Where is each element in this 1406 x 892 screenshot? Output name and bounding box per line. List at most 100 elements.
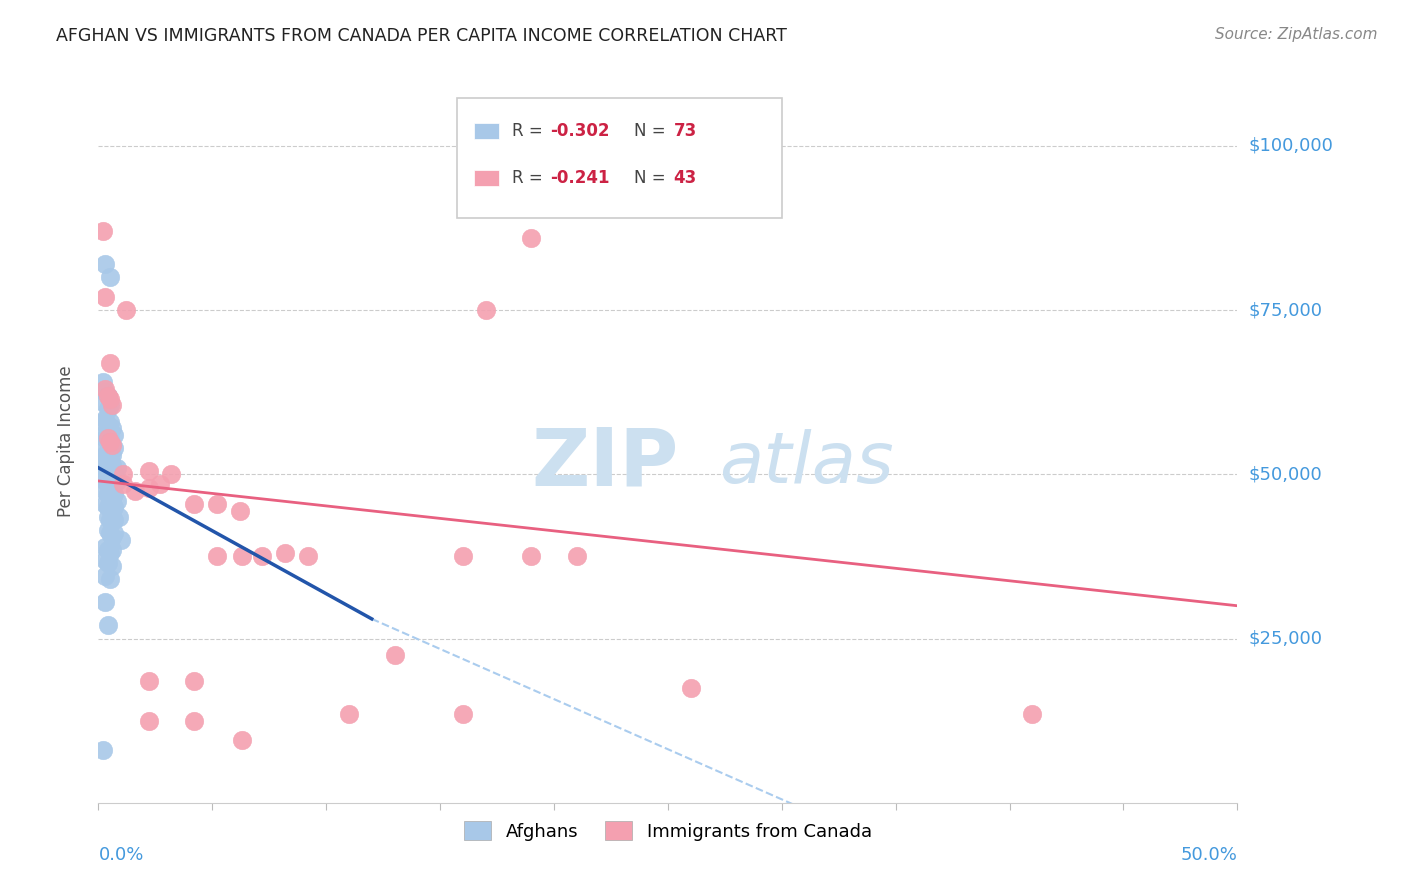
Point: [103, 487, 125, 501]
Point: [94, 382, 117, 396]
Point: [96, 418, 118, 433]
Point: [98, 434, 121, 449]
Point: [96, 401, 118, 416]
Text: 0.0%: 0.0%: [98, 847, 143, 864]
Point: [231, 549, 253, 564]
Point: [94, 569, 117, 583]
Point: [183, 714, 205, 728]
Point: [96, 388, 118, 402]
Point: [337, 707, 360, 722]
Point: [96, 542, 118, 557]
Text: 43: 43: [673, 169, 697, 186]
Point: [103, 526, 125, 541]
Point: [94, 257, 117, 271]
Point: [297, 549, 319, 564]
Point: [105, 460, 128, 475]
Point: [94, 483, 117, 498]
Point: [94, 411, 117, 425]
Point: [110, 533, 132, 547]
Text: 50.0%: 50.0%: [1181, 847, 1237, 864]
Text: AFGHAN VS IMMIGRANTS FROM CANADA PER CAPITA INCOME CORRELATION CHART: AFGHAN VS IMMIGRANTS FROM CANADA PER CAP…: [56, 27, 787, 45]
Point: [96, 434, 118, 449]
Point: [96, 618, 118, 632]
Point: [138, 464, 160, 478]
Point: [1021, 707, 1043, 722]
Point: [91, 444, 114, 458]
Point: [112, 467, 135, 482]
Point: [138, 481, 160, 495]
Point: [112, 477, 135, 491]
Point: [101, 458, 124, 472]
Text: ZIP: ZIP: [531, 425, 679, 502]
Point: [98, 398, 121, 412]
Point: [101, 448, 124, 462]
Point: [98, 460, 121, 475]
Point: [101, 438, 124, 452]
Point: [98, 450, 121, 465]
Point: [252, 549, 274, 564]
Point: [98, 573, 121, 587]
Point: [96, 431, 118, 445]
Point: [520, 231, 543, 245]
Point: [96, 388, 118, 402]
Point: [103, 513, 125, 527]
Point: [91, 376, 114, 390]
Point: [101, 510, 124, 524]
Point: [160, 467, 183, 482]
Point: [98, 392, 121, 406]
Point: [94, 290, 117, 304]
Text: $100,000: $100,000: [1249, 137, 1333, 155]
Point: [91, 395, 114, 409]
Point: [101, 542, 124, 557]
Point: [138, 714, 160, 728]
Point: [91, 743, 114, 757]
Point: [98, 431, 121, 445]
Point: [96, 500, 118, 515]
Point: [565, 549, 588, 564]
Point: [98, 526, 121, 541]
Point: [205, 549, 228, 564]
Point: [103, 500, 125, 515]
Point: [94, 460, 117, 475]
Y-axis label: Per Capita Income: Per Capita Income: [56, 366, 75, 517]
Text: $75,000: $75,000: [1249, 301, 1323, 319]
Point: [101, 481, 124, 495]
Point: [96, 510, 118, 524]
Point: [98, 513, 121, 527]
Point: [205, 497, 228, 511]
Legend: Afghans, Immigrants from Canada: Afghans, Immigrants from Canada: [457, 814, 879, 848]
Point: [274, 546, 297, 560]
Point: [91, 458, 114, 472]
Text: -0.241: -0.241: [551, 169, 610, 186]
Point: [101, 559, 124, 574]
Point: [183, 674, 205, 689]
Text: -0.302: -0.302: [551, 122, 610, 140]
Point: [98, 356, 121, 370]
Point: [98, 483, 121, 498]
Text: 73: 73: [673, 122, 697, 140]
Point: [231, 733, 253, 747]
Text: N =: N =: [634, 122, 671, 140]
Point: [91, 428, 114, 442]
Point: [124, 483, 146, 498]
Point: [94, 553, 117, 567]
Point: [138, 674, 160, 689]
Point: [679, 681, 702, 695]
Point: [94, 540, 117, 554]
Point: [96, 487, 118, 501]
Point: [183, 497, 205, 511]
Point: [103, 467, 125, 482]
Point: [91, 224, 114, 238]
Point: [98, 497, 121, 511]
FancyBboxPatch shape: [474, 169, 499, 186]
FancyBboxPatch shape: [457, 98, 782, 218]
Point: [103, 441, 125, 455]
Point: [94, 448, 117, 462]
Text: $25,000: $25,000: [1249, 630, 1323, 648]
Point: [94, 431, 117, 445]
Point: [94, 385, 117, 400]
Point: [451, 707, 474, 722]
Point: [384, 648, 406, 662]
Text: N =: N =: [634, 169, 671, 186]
Point: [101, 493, 124, 508]
